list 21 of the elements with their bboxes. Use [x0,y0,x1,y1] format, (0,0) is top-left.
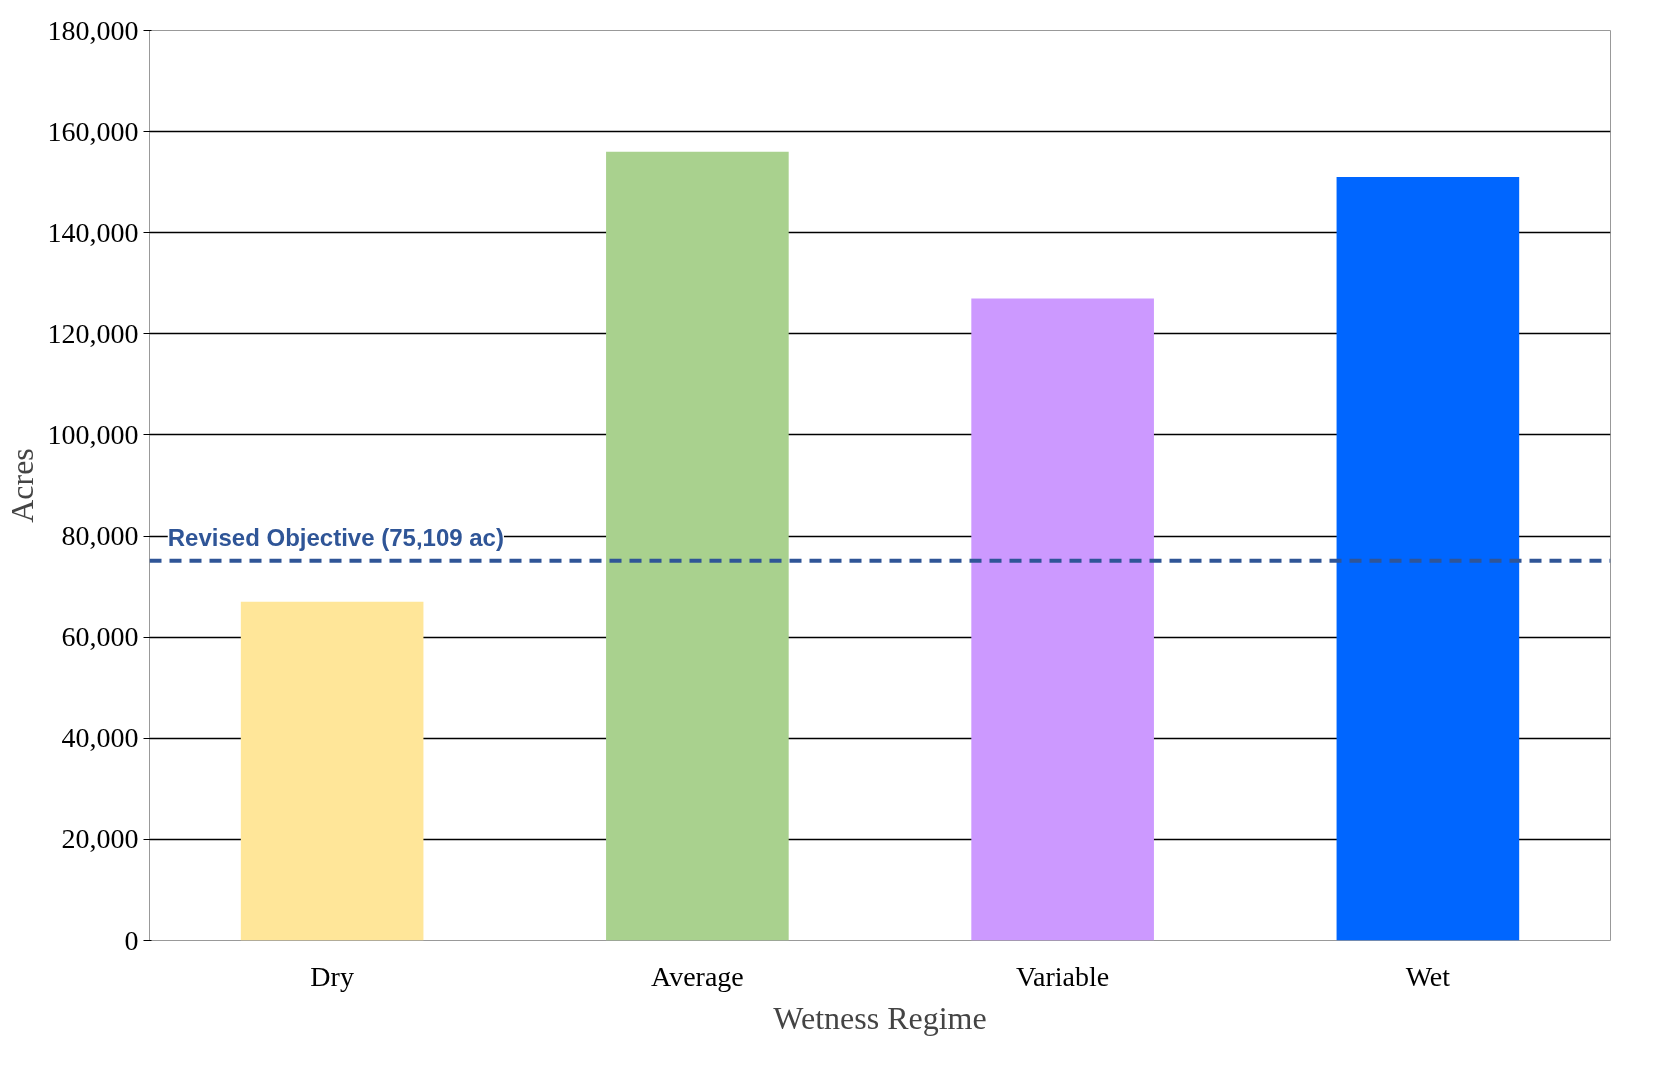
y-tick-label: 140,000 [47,216,139,248]
x-tick-label: Dry [310,960,354,992]
bar [606,151,789,941]
y-tick-label: 100,000 [47,418,139,450]
y-tick-label: 180,000 [47,14,139,46]
y-tick-label: 80,000 [61,520,139,552]
x-axis-title: Wetness Regime [773,999,987,1036]
y-tick-label: 40,000 [61,722,139,754]
y-tick-label: 120,000 [47,317,139,349]
x-tick-label: Wet [1405,960,1451,992]
y-tick-label: 160,000 [47,115,139,147]
y-tick-label: 60,000 [61,621,139,653]
y-tick-label: 0 [124,924,139,956]
bar [1336,177,1520,941]
y-tick-label: 20,000 [61,823,139,855]
x-tick-label: Variable [1015,960,1110,992]
ref-line-label: Revised Objective (75,109 ac) [167,523,504,551]
x-tick-label: Average [651,960,744,992]
y-axis-title: Acres [3,448,40,523]
bar [971,298,1154,941]
bar [240,601,424,941]
